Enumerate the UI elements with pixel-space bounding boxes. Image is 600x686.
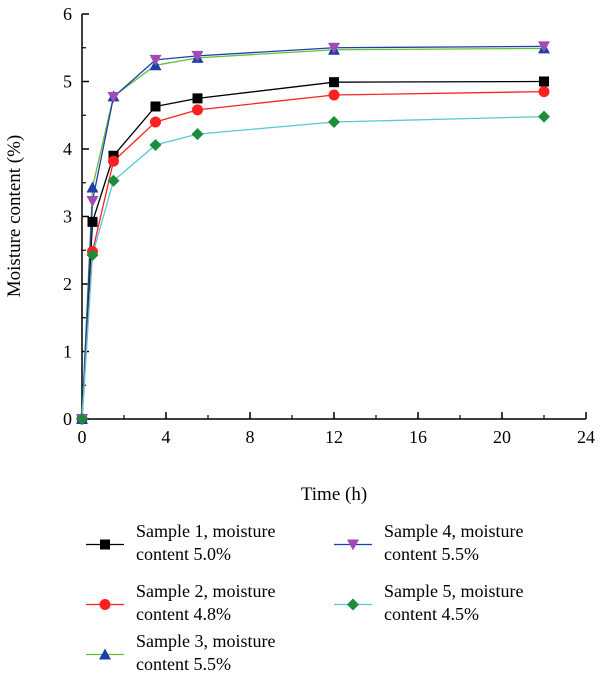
series-markers <box>76 41 550 425</box>
series-5-point <box>328 116 340 128</box>
series-2-point <box>328 89 340 101</box>
y-tick-label-2: 2 <box>63 274 72 294</box>
series-2-point <box>108 155 119 167</box>
x-tick-label-24: 24 <box>577 427 595 447</box>
legend-marker-1 <box>100 539 110 550</box>
legend-label-5-line2: content 4.5% <box>384 604 479 624</box>
y-tick-label-3: 3 <box>63 207 72 227</box>
series-4-point <box>107 92 120 104</box>
series-2-point <box>150 116 161 128</box>
legend-label-1-line2: content 5.0% <box>136 544 231 564</box>
y-tick-label-0: 0 <box>63 409 72 429</box>
x-tick-label-16: 16 <box>409 427 427 447</box>
series-1-point <box>150 101 161 112</box>
x-tick-label-12: 12 <box>325 427 343 447</box>
series-4-point <box>328 42 340 54</box>
x-tick-label-0: 0 <box>78 427 87 447</box>
series-4-point <box>191 50 204 62</box>
legend-marker-2 <box>99 599 111 610</box>
legend-label-3-line2: content 5.5% <box>136 654 231 674</box>
series-5-point <box>86 248 99 261</box>
series-1-point <box>192 93 203 104</box>
series-4-point <box>86 195 99 207</box>
series-5-line <box>81 115 545 420</box>
series-1-point <box>329 77 339 88</box>
series-5-point <box>191 128 204 141</box>
series-1-point <box>539 76 549 87</box>
legend-marker-3 <box>99 648 111 660</box>
series-4-point <box>538 41 550 53</box>
series-2-point <box>538 86 550 98</box>
y-axis-title: Moisture content (%) <box>4 135 25 298</box>
legend-label-2-line1: Sample 2, moisture <box>136 581 275 601</box>
legend-label-3-line1: Sample 3, moisture <box>136 631 275 651</box>
legend: Sample 1, moisture content 5.0% Sample 2, … <box>86 521 523 674</box>
x-tick-label-4: 4 <box>162 427 171 447</box>
x-axis-title: Time (h) <box>301 484 367 505</box>
y-tick-label-1: 1 <box>63 342 72 362</box>
legend-label-4-line1: Sample 4, moisture <box>384 521 523 541</box>
series-2-point <box>192 104 203 116</box>
series-3-point <box>86 181 99 193</box>
legend-label-1-line1: Sample 1, moisture <box>136 521 275 541</box>
legend-label-5-line1: Sample 5, moisture <box>384 581 523 601</box>
series-5-point <box>149 138 162 151</box>
legend-label-4-line2: content 5.5% <box>384 544 479 564</box>
legend-label-2-line2: content 4.8% <box>136 604 231 624</box>
x-tick-label-20: 20 <box>493 427 511 447</box>
series-4-point <box>149 54 162 66</box>
series-1-line <box>81 80 545 420</box>
series-5-point <box>76 413 88 425</box>
x-tick-label-8: 8 <box>246 427 255 447</box>
legend-marker-4 <box>347 539 359 551</box>
y-tick-label-4: 4 <box>63 139 72 159</box>
series-1-point <box>87 216 98 227</box>
y-tick-label-6: 6 <box>63 4 72 24</box>
series-5-point <box>538 110 550 123</box>
series-2-line <box>81 90 545 420</box>
legend-marker-5 <box>347 598 359 611</box>
y-tick-label-5: 5 <box>63 72 72 92</box>
series-5-point <box>107 174 120 187</box>
